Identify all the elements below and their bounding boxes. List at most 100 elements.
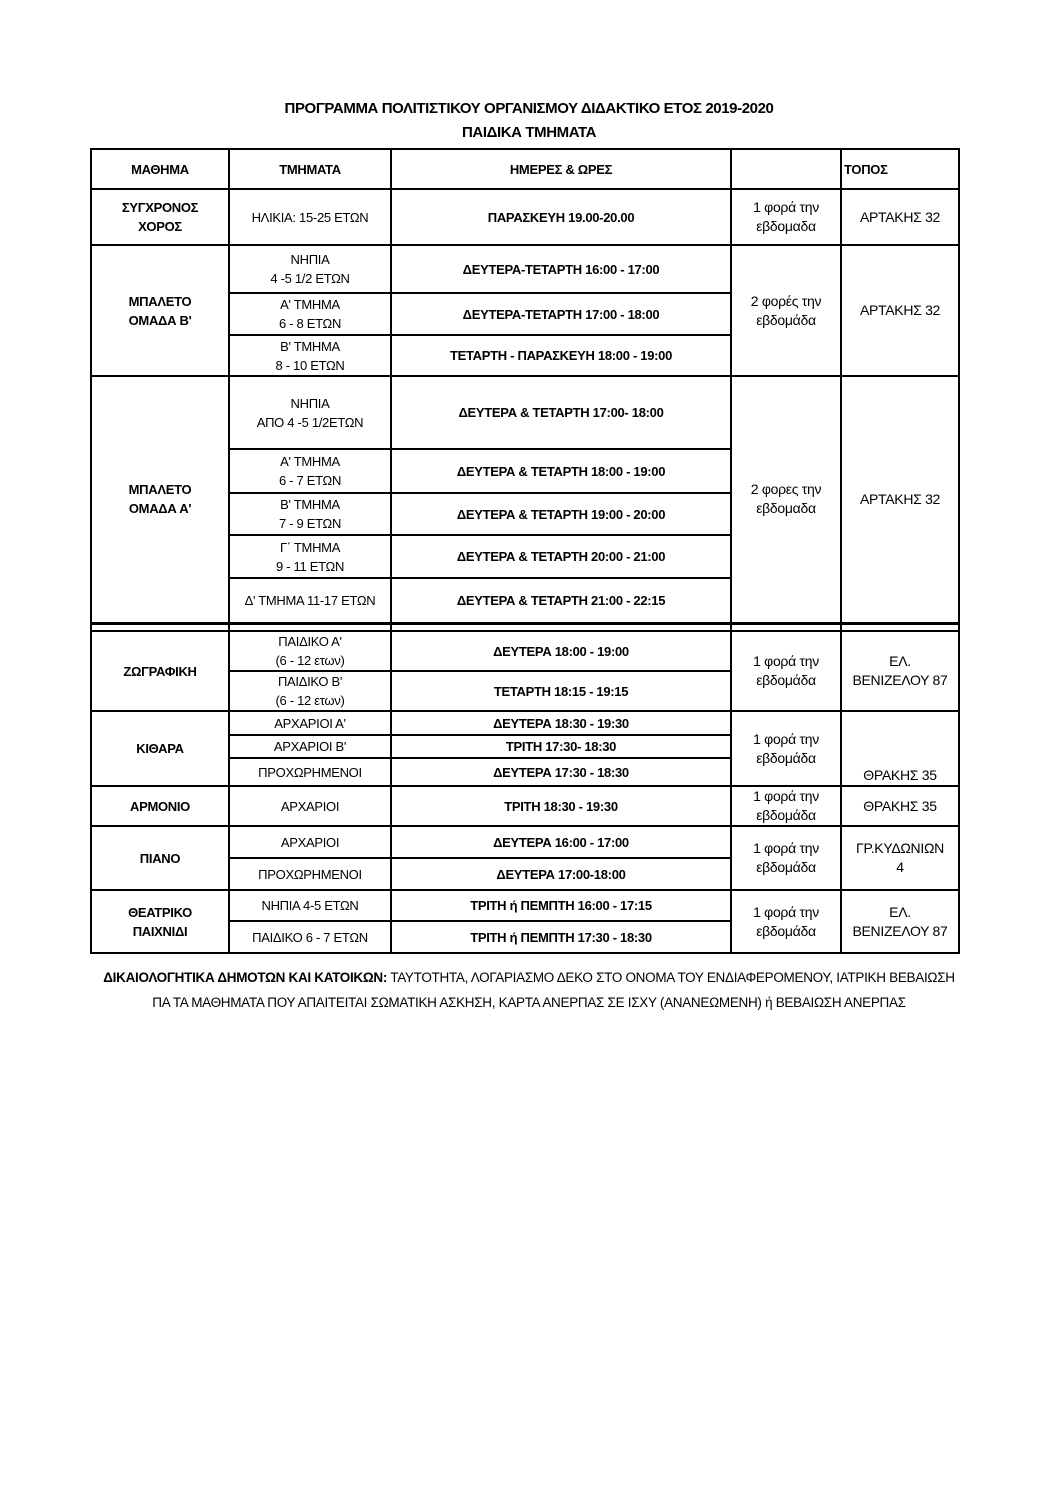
- section-group: ΝΗΠΙΑ ΑΠΟ 4 -5 1/2ΕΤΩΝ: [228, 375, 392, 450]
- section-group: ΠΡΟΧΩΡΗΜΕΝΟΙ: [228, 857, 392, 891]
- table-row: Γ΄ ΤΜΗΜΑ 9 - 11 ΕΤΩΝ ΔΕΥΤΕΡΑ & ΤΕΤΑΡΤΗ 20…: [91, 534, 959, 579]
- table-row: Β' ΤΜΗΜΑ 8 - 10 ΕΤΩΝ ΤΕΤΑΡΤΗ - ΠΑΡΑΣΚΕΥΗ …: [91, 334, 959, 377]
- place: ΕΛ. ΒΕΝΙΖΕΛΟΥ 87: [840, 889, 960, 954]
- header-sections: ΤΜΗΜΑΤΑ: [228, 148, 392, 190]
- section-schedule: ΔΕΥΤΕΡΑ 18:30 - 19:30: [390, 710, 732, 736]
- separator-cell: [90, 621, 230, 632]
- subject-name: ΣΥΓΧΡΟΝΟΣ ΧΟΡΟΣ: [90, 188, 230, 246]
- section-group: ΠΑΙΔΙΚΟ Β' (6 - 12 ετων): [228, 670, 392, 712]
- section-schedule: ΔΕΥΤΕΡΑ-ΤΕΤΑΡΤΗ 17:00 - 18:00: [390, 292, 732, 336]
- header-days-hours: ΗΜΕΡΕΣ & ΩΡΕΣ: [390, 148, 732, 190]
- note-label: ΔΙΚΑΙΟΛΟΓΗΤΙΚΑ ΔΗΜΟΤΩΝ ΚΑΙ ΚΑΤΟΙΚΩΝ:: [103, 970, 388, 985]
- table-row: ΜΠΑΛΕΤΟ ΟΜΑΔΑ Β' ΝΗΠΙΑ 4 -5 1/2 ΕΤΩΝ ΔΕΥΤΕ…: [90, 244, 960, 377]
- section-group: ΑΡΧΑΡΙΟΙ: [228, 785, 392, 827]
- frequency: 2 φορές την εβδομάδα: [730, 244, 842, 377]
- section-schedule: ΤΡΙΤΗ 17:30- 18:30: [390, 734, 732, 759]
- document-subtitle: ΠΑΙΔΙΚΑ ΤΜΗΜΑΤΑ: [461, 124, 597, 141]
- section-group: ΑΡΧΑΡΙΟΙ Β': [228, 734, 392, 759]
- header-frequency: [730, 148, 842, 190]
- separator-cell: [840, 621, 960, 632]
- separator-cell: [730, 621, 842, 632]
- separator-cell: [390, 621, 732, 632]
- section-schedule: ΔΕΥΤΕΡΑ 17:00-18:00: [390, 857, 732, 891]
- header-place: ΤΟΠΟΣ: [840, 148, 960, 190]
- subject-name: ΜΠΑΛΕΤΟ ΟΜΑΔΑ Β': [90, 244, 230, 377]
- section-schedule: ΔΕΥΤΕΡΑ 16:00 - 17:00: [390, 825, 732, 859]
- table-row: ΖΩΓΡΑΦΙΚΗ ΠΑΙΔΙΚΟ Α' (6 - 12 ετων) ΔΕΥΤΕΡΑ…: [90, 630, 960, 712]
- table-row: Α' ΤΜΗΜΑ 6 - 7 ΕΤΩΝ ΔΕΥΤΕΡΑ & ΤΕΤΑΡΤΗ 18:…: [91, 448, 959, 494]
- table-row: Β' ΤΜΗΜΑ 7 - 9 ΕΤΩΝ ΔΕΥΤΕΡΑ & ΤΕΤΑΡΤΗ 19:…: [91, 492, 959, 536]
- separator-row: [90, 621, 960, 632]
- section-schedule: ΔΕΥΤΕΡΑ 18:00 - 19:00: [390, 630, 732, 672]
- document-title: ΠΡΟΓΡΑΜΜΑ ΠΟΛΙΤΙΣΤΙΚΟΥ ΟΡΓΑΝΙΣΜΟΥ ΔΙΔΑΚΤ…: [284, 100, 774, 117]
- section-group: Β' ΤΜΗΜΑ 7 - 9 ΕΤΩΝ: [228, 492, 392, 536]
- subject-name: ΖΩΓΡΑΦΙΚΗ: [90, 630, 230, 712]
- section-group: ΗΛΙΚΙΑ: 15-25 ΕΤΩΝ: [228, 188, 392, 246]
- section-schedule: ΔΕΥΤΕΡΑ 17:30 - 18:30: [390, 757, 732, 787]
- section-schedule: ΔΕΥΤΕΡΑ & ΤΕΤΑΡΤΗ 21:00 - 22:15: [390, 577, 732, 624]
- section-group: Α' ΤΜΗΜΑ 6 - 8 ΕΤΩΝ: [228, 292, 392, 336]
- subject-name: ΘΕΑΤΡΙΚΟ ΠΑΙΧΝΙΔΙ: [90, 889, 230, 954]
- table-row: ΠΙΑΝΟ ΑΡΧΑΡΙΟΙ ΔΕΥΤΕΡΑ 16:00 - 17:00 1 φορά…: [90, 825, 960, 891]
- section-schedule: ΠΑΡΑΣΚΕΥΗ 19.00-20.00: [390, 188, 732, 246]
- frequency: 1 φορά την εβδομάδα: [730, 630, 842, 712]
- place: ΕΛ. ΒΕΝΙΖΕΛΟΥ 87: [840, 630, 960, 712]
- section-group: ΠΡΟΧΩΡΗΜΕΝΟΙ: [228, 757, 392, 787]
- place: ΓΡ.ΚΥΔΩΝΙΩΝ 4: [840, 825, 960, 891]
- section-schedule: ΤΕΤΑΡΤΗ - ΠΑΡΑΣΚΕΥΗ 18:00 - 19:00: [390, 334, 732, 377]
- schedule-table: ΜΑΘΗΜΑ ΤΜΗΜΑΤΑ ΗΜΕΡΕΣ & ΩΡΕΣ ΤΟΠΟΣ ΣΥΓΧΡ…: [90, 148, 960, 954]
- subject-name: ΜΠΑΛΕΤΟ ΟΜΑΔΑ Α': [90, 375, 230, 624]
- section-group: ΠΑΙΔΙΚΟ Α' (6 - 12 ετων): [228, 630, 392, 672]
- section-group: Γ΄ ΤΜΗΜΑ 9 - 11 ΕΤΩΝ: [228, 534, 392, 579]
- section-schedule: ΔΕΥΤΕΡΑ-ΤΕΤΑΡΤΗ 16:00 - 17:00: [390, 244, 732, 294]
- frequency: 1 φορά την εβδομάδα: [730, 710, 842, 787]
- section-group: Α' ΤΜΗΜΑ 6 - 7 ΕΤΩΝ: [228, 448, 392, 494]
- frequency: 1 φορά την εβδομάδα: [730, 825, 842, 891]
- section-group: ΠΑΙΔΙΚΟ 6 - 7 ΕΤΩΝ: [228, 920, 392, 954]
- section-group: ΑΡΧΑΡΙΟΙ: [228, 825, 392, 859]
- section-schedule: ΔΕΥΤΕΡΑ & ΤΕΤΑΡΤΗ 17:00- 18:00: [390, 375, 732, 450]
- table-row: ΘΕΑΤΡΙΚΟ ΠΑΙΧΝΙΔΙ ΝΗΠΙΑ 4-5 ΕΤΩΝ ΤΡΙΤΗ ή Π…: [90, 889, 960, 954]
- table-row: ΑΡΜΟΝΙΟ ΑΡΧΑΡΙΟΙ ΤΡΙΤΗ 18:30 - 19:30 1 φορά…: [90, 785, 960, 827]
- required-documents-note: ΔΙΚΑΙΟΛΟΓΗΤΙΚΑ ΔΗΜΟΤΩΝ ΚΑΙ ΚΑΤΟΙΚΩΝ: ΤΑΥ…: [100, 965, 958, 1015]
- table-row: ΜΠΑΛΕΤΟ ΟΜΑΔΑ Α' ΝΗΠΙΑ ΑΠΟ 4 -5 1/2ΕΤΩΝ ΔΕ…: [90, 375, 960, 624]
- section-schedule: ΔΕΥΤΕΡΑ & ΤΕΤΑΡΤΗ 20:00 - 21:00: [390, 534, 732, 579]
- place: ΑΡΤΑΚΗΣ 32: [840, 188, 960, 246]
- table-row: ΣΥΓΧΡΟΝΟΣ ΧΟΡΟΣ ΗΛΙΚΙΑ: 15-25 ΕΤΩΝ ΠΑΡΑΣΚΕ…: [90, 188, 960, 246]
- subject-name: ΚΙΘΑΡΑ: [90, 710, 230, 787]
- place: ΘΡΑΚΗΣ 35: [840, 785, 960, 827]
- section-schedule: ΤΡΙΤΗ ή ΠΕΜΠΤΗ 17:30 - 18:30: [390, 920, 732, 954]
- table-row: ΠΑΙΔΙΚΟ 6 - 7 ΕΤΩΝ ΤΡΙΤΗ ή ΠΕΜΠΤΗ 17:30 -…: [91, 920, 959, 954]
- table-row: ΠΡΟΧΩΡΗΜΕΝΟΙ ΔΕΥΤΕΡΑ 17:00-18:00: [91, 857, 959, 891]
- table-header-row: ΜΑΘΗΜΑ ΤΜΗΜΑΤΑ ΗΜΕΡΕΣ & ΩΡΕΣ ΤΟΠΟΣ: [90, 148, 960, 190]
- section-schedule: ΤΡΙΤΗ 18:30 - 19:30: [390, 785, 732, 827]
- place: ΑΡΤΑΚΗΣ 32: [840, 375, 960, 624]
- subject-name: ΠΙΑΝΟ: [90, 825, 230, 891]
- section-group: ΝΗΠΙΑ 4 -5 1/2 ΕΤΩΝ: [228, 244, 392, 294]
- section-group: ΝΗΠΙΑ 4-5 ΕΤΩΝ: [228, 889, 392, 922]
- place: ΑΡΤΑΚΗΣ 32: [840, 244, 960, 377]
- table-row: ΠΑΙΔΙΚΟ Β' (6 - 12 ετων) ΤΕΤΑΡΤΗ 18:15 - …: [91, 670, 959, 712]
- frequency: 2 φορες την εβδομαδα: [730, 375, 842, 624]
- header-subject: ΜΑΘΗΜΑ: [90, 148, 230, 190]
- section-group: ΑΡΧΑΡΙΟΙ Α': [228, 710, 392, 736]
- table-row: ΑΡΧΑΡΙΟΙ Β' ΤΡΙΤΗ 17:30- 18:30: [91, 734, 959, 759]
- note-text: ΤΑΥΤΟΤΗΤΑ, ΛΟΓΑΡΙΑΣΜΟ ΔΕΚΟ ΣΤΟ ΟΝΟΜΑ ΤΟΥ…: [152, 970, 955, 1010]
- separator-cell: [228, 621, 392, 632]
- section-schedule: ΤΕΤΑΡΤΗ 18:15 - 19:15: [390, 670, 732, 712]
- table-row: ΚΙΘΑΡΑ ΑΡΧΑΡΙΟΙ Α' ΔΕΥΤΕΡΑ 18:30 - 19:30 1 …: [90, 710, 960, 787]
- subject-name: ΑΡΜΟΝΙΟ: [90, 785, 230, 827]
- section-schedule: ΔΕΥΤΕΡΑ & ΤΕΤΑΡΤΗ 19:00 - 20:00: [390, 492, 732, 536]
- place: ΘΡΑΚΗΣ 35: [840, 710, 960, 787]
- section-schedule: ΤΡΙΤΗ ή ΠΕΜΠΤΗ 16:00 - 17:15: [390, 889, 732, 922]
- section-group: Β' ΤΜΗΜΑ 8 - 10 ΕΤΩΝ: [228, 334, 392, 377]
- frequency: 1 φορά την εβδομάδα: [730, 785, 842, 827]
- table-row: ΠΡΟΧΩΡΗΜΕΝΟΙ ΔΕΥΤΕΡΑ 17:30 - 18:30: [91, 757, 959, 787]
- table-row: Δ' ΤΜΗΜΑ 11-17 ΕΤΩΝ ΔΕΥΤΕΡΑ & ΤΕΤΑΡΤΗ 21:…: [91, 577, 959, 624]
- section-schedule: ΔΕΥΤΕΡΑ & ΤΕΤΑΡΤΗ 18:00 - 19:00: [390, 448, 732, 494]
- frequency: 1 φορά την εβδομάδα: [730, 889, 842, 954]
- section-group: Δ' ΤΜΗΜΑ 11-17 ΕΤΩΝ: [228, 577, 392, 624]
- table-row: Α' ΤΜΗΜΑ 6 - 8 ΕΤΩΝ ΔΕΥΤΕΡΑ-ΤΕΤΑΡΤΗ 17:00…: [91, 292, 959, 336]
- frequency: 1 φορά την εβδομαδα: [730, 188, 842, 246]
